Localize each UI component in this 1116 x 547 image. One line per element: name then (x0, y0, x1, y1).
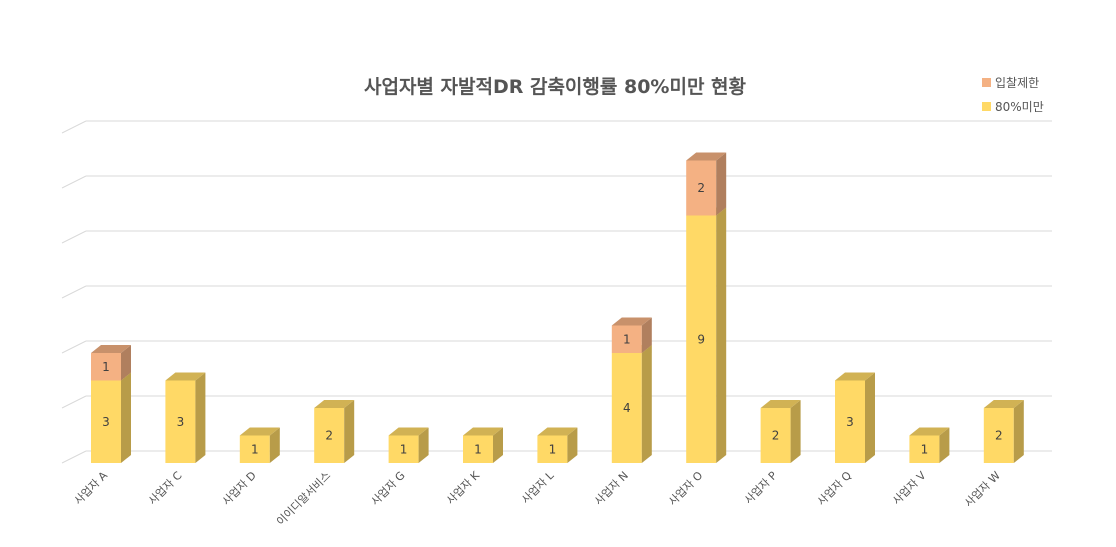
bar-under-80 (835, 380, 865, 463)
data-label: 9 (697, 332, 705, 346)
data-label: 1 (251, 442, 259, 456)
bar-top-under-80 (165, 372, 206, 381)
x-tick-label: 사업자 V (890, 469, 929, 508)
legend-label-bid-limit: 입찰제한 (995, 75, 1040, 90)
gridline-depth (61, 175, 87, 189)
gridline-depth (61, 450, 87, 464)
bar-under-80 (611, 353, 642, 463)
legend-swatch-under-80 (982, 101, 991, 111)
data-label: 2 (325, 429, 333, 443)
bar-top-under-80 (909, 427, 950, 436)
data-label: 1 (549, 442, 557, 456)
x-tick-label: 사업자 O (666, 469, 705, 508)
chart-title: 사업자별 자발적DR 감축이행률 80%미만 현황 (363, 76, 747, 98)
x-tick-label: 사업자 A (72, 469, 111, 508)
legend-swatch-bid-limit (982, 77, 991, 87)
bar-side-under-80 (641, 345, 652, 463)
bar-side-under-80 (493, 427, 503, 463)
x-tick-label: 사업자 W (962, 469, 1003, 510)
x-tick-label: 사업자 P (742, 469, 780, 507)
bar-under-80 (239, 435, 270, 463)
bar-bid-limit (686, 160, 717, 216)
legend-item-under-80: 80%미만 (982, 94, 1044, 118)
bar-under-80 (463, 435, 493, 463)
gridline-depth (61, 340, 87, 354)
x-tick-label: 사업자 L (519, 468, 557, 506)
bar-side-under-80 (865, 372, 875, 463)
bar-under-80 (760, 408, 791, 463)
bar-top-bid-limit (611, 317, 652, 326)
data-label: 3 (102, 415, 110, 429)
data-label: 1 (474, 442, 482, 456)
bar-top-under-80 (314, 400, 355, 408)
bar-under-80 (388, 435, 419, 463)
data-label: 2 (995, 429, 1003, 443)
bar-top-under-80 (463, 427, 503, 436)
bar-top-under-80 (835, 372, 875, 381)
x-tick-label: 사업자 N (592, 469, 631, 508)
data-label: 3 (177, 415, 185, 429)
x-tick-label: 사업자 D (220, 469, 259, 508)
bar-side-under-80 (195, 372, 206, 463)
bar-under-80 (165, 380, 196, 463)
x-tick-label: 사업자 G (369, 469, 408, 508)
bar-side-bid-limit (121, 345, 131, 381)
bar-side-under-80 (269, 427, 280, 463)
bar-side-under-80 (418, 427, 429, 463)
gridline-depth (61, 285, 87, 299)
data-label: 3 (846, 415, 854, 429)
bar-under-80 (686, 215, 717, 463)
data-label: 4 (623, 401, 631, 415)
data-label: 1 (921, 442, 929, 456)
gridline-depth (61, 120, 87, 134)
data-label: 2 (697, 181, 705, 195)
data-label: 2 (772, 429, 780, 443)
bar-side-under-80 (567, 427, 578, 463)
bar-bid-limit (611, 325, 642, 353)
bar-top-under-80 (388, 427, 429, 436)
gridline-depth (61, 230, 87, 244)
x-tick-label: 사업자 K (444, 468, 483, 507)
bar-under-80 (537, 435, 568, 463)
bar-under-80 (909, 435, 940, 463)
x-tick-label: 이이디알서비스 (273, 468, 333, 528)
x-tick-label: 사업자 C (146, 469, 185, 508)
bar-side-under-80 (939, 427, 950, 463)
bar-top-under-80 (239, 427, 280, 436)
bar-side-under-80 (716, 207, 727, 463)
x-tick-label: 사업자 Q (815, 469, 854, 508)
data-label: 1 (623, 332, 631, 346)
bar-top-under-80 (983, 400, 1024, 408)
bar-under-80 (91, 380, 121, 463)
gridline-depth (61, 395, 87, 409)
bar-side-under-80 (790, 400, 801, 463)
legend-label-under-80: 80%미만 (995, 99, 1044, 114)
bar-side-under-80 (121, 372, 131, 463)
data-label: 1 (102, 360, 110, 374)
data-label: 1 (400, 442, 408, 456)
bar-side-under-80 (344, 400, 355, 463)
bar-side-bid-limit (641, 317, 652, 353)
bar-under-80 (983, 408, 1014, 463)
bar-bid-limit (91, 353, 121, 381)
bar-top-under-80 (537, 427, 578, 436)
bar-under-80 (314, 408, 345, 463)
bar-top-bid-limit (686, 152, 727, 161)
bar-top-under-80 (760, 400, 801, 408)
legend-item-bid-limit: 입찰제한 (982, 70, 1044, 94)
bar-side-bid-limit (716, 152, 727, 216)
bar-top-bid-limit (91, 345, 131, 353)
legend: 입찰제한 80%미만 (982, 70, 1044, 118)
bar-side-under-80 (1013, 400, 1024, 463)
